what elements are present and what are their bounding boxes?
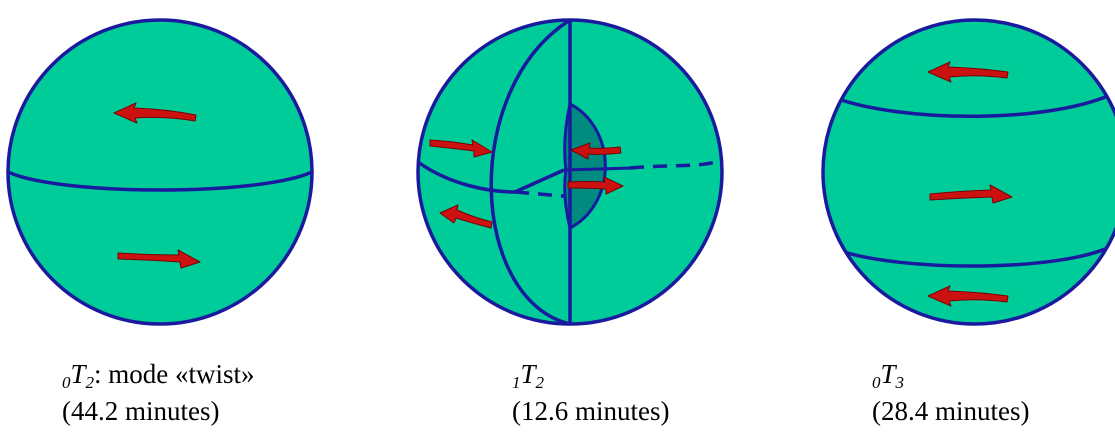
mode-symbol: T [880,359,896,389]
rotation-arrow-icon [927,61,1009,83]
sphere-1t2-equator-front [418,160,516,194]
mode-description: : mode «twist» [94,359,255,389]
rotation-arrow-icon [929,184,1013,204]
mode-period: (12.6 minutes) [512,396,670,426]
mode-period: (44.2 minutes) [62,396,220,426]
mode-symbol: T [70,359,86,389]
sphere-1t2-core-equator [563,166,633,172]
sphere-0t2-body [6,18,314,326]
sphere-0t3-body [821,18,1115,326]
rotation-arrow-icon [429,139,493,158]
sphere-1t2-core [563,101,607,231]
rotation-arrow-icon [117,249,201,269]
order-subscript: 0 [872,373,881,392]
degree-subscript: 3 [895,373,905,392]
sphere-0t2-equator [8,170,312,192]
sphere-1t2-spoke [514,168,565,194]
mode-caption-0t2: 0T2: mode «twist» (44.2 minutes) [62,360,255,426]
sphere-1t2-equator-back [629,158,723,170]
order-subscript: 1 [512,373,521,392]
rotation-arrow-icon [567,176,624,195]
mode-caption-1t2: 1T2 (12.6 minutes) [512,360,669,426]
degree-subscript: 2 [85,373,95,392]
order-subscript: 0 [62,373,71,392]
sphere-0t2 [6,18,314,326]
rotation-arrow-icon [113,102,197,124]
mode-label: 0T2: mode «twist» [62,360,255,397]
mode-caption-0t3: 0T3 (28.4 minutes) [872,360,1029,426]
mode-label: 1T2 [512,360,669,397]
mode-label: 0T3 [872,360,1029,397]
mode-period: (28.4 minutes) [872,396,1030,426]
sphere-0t3 [821,18,1115,326]
degree-subscript: 2 [535,373,545,392]
mode-symbol: T [520,359,536,389]
sphere-0t3-upper-parallel [829,88,1115,118]
sphere-1t2 [416,18,724,326]
rotation-arrow-icon [570,142,622,160]
sphere-1t2-spoke-back [514,190,566,198]
rotation-arrow-icon [439,204,493,229]
rotation-arrow-icon [927,285,1009,307]
sphere-0t3-lower-parallel [837,244,1113,268]
